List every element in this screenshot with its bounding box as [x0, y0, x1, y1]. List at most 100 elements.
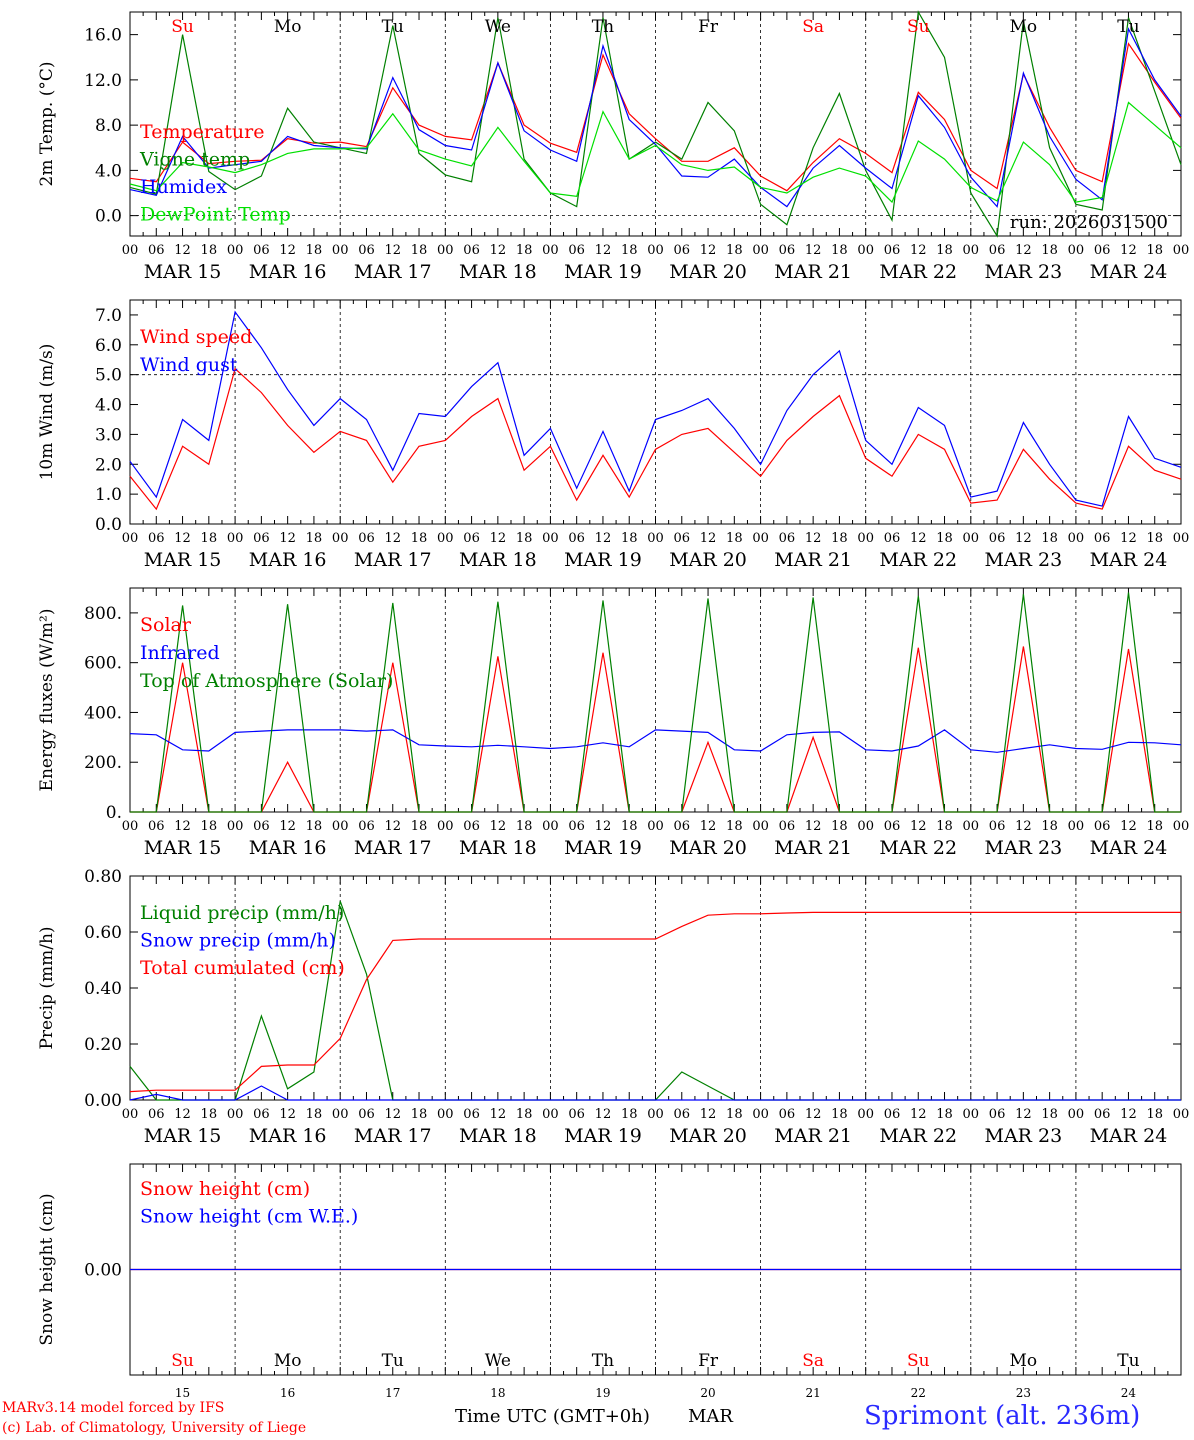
day-date-label: MAR 23: [984, 837, 1062, 859]
y-tick-label: 3.0: [95, 425, 122, 445]
hour-tick-label: 06: [568, 243, 585, 258]
hour-tick-label: 06: [1094, 819, 1111, 834]
hour-tick-label: 00: [122, 819, 139, 834]
day-date-label: MAR 21: [774, 549, 852, 571]
hour-tick-label: 00: [1068, 243, 1085, 258]
day-date-label: MAR 16: [249, 837, 327, 859]
hour-tick-label: 18: [831, 243, 848, 258]
hour-tick-label: 00: [227, 531, 244, 546]
day-number-label: 21: [806, 1386, 821, 1400]
hour-tick-label: 12: [1120, 1107, 1137, 1122]
day-date-label: MAR 23: [984, 261, 1062, 283]
panel-frame: [129, 299, 1182, 525]
hour-tick-label: 12: [279, 1107, 296, 1122]
hour-tick-label: 18: [516, 243, 533, 258]
day-number-label: 15: [175, 1386, 190, 1400]
y-axis-title: Energy fluxes (W/m²): [37, 609, 57, 792]
hour-tick-label: 12: [279, 819, 296, 834]
day-date-label: MAR 24: [1090, 549, 1168, 571]
hour-tick-label: 00: [437, 243, 454, 258]
weekday-label: Tu: [382, 1351, 404, 1371]
hour-tick-label: 18: [1041, 819, 1058, 834]
hour-tick-label: 18: [1146, 243, 1163, 258]
hour-tick-label: 12: [384, 243, 401, 258]
y-tick-label: 0.80: [84, 867, 122, 887]
hour-tick-label: 00: [647, 243, 664, 258]
day-number-label: 18: [490, 1386, 505, 1400]
hour-tick-label: 18: [201, 1107, 218, 1122]
panel-frame: [129, 587, 1182, 813]
series-line: [129, 10, 1182, 238]
hour-tick-label: 18: [936, 243, 953, 258]
hour-tick-label: 18: [1146, 819, 1163, 834]
station-label: Sprimont (alt. 236m): [864, 1401, 1141, 1431]
hour-tick-label: 06: [989, 1107, 1006, 1122]
hour-tick-label: 12: [805, 1107, 822, 1122]
weekday-label: Fr: [698, 1351, 719, 1371]
day-date-label: MAR 15: [144, 549, 222, 571]
hour-tick-label: 06: [568, 531, 585, 546]
hour-tick-label: 00: [1173, 531, 1190, 546]
credit-line-1: MARv3.14 model forced by IFS: [2, 1400, 225, 1416]
y-tick-label: 5.0: [95, 366, 122, 386]
hour-tick-label: 06: [674, 531, 691, 546]
hour-tick-label: 06: [463, 243, 480, 258]
hour-tick-label: 06: [568, 1107, 585, 1122]
hour-tick-label: 18: [411, 531, 428, 546]
hour-tick-label: 06: [1094, 243, 1111, 258]
hour-tick-label: 12: [490, 819, 507, 834]
hour-tick-label: 00: [752, 1107, 769, 1122]
y-tick-label: 800.: [84, 604, 122, 624]
hour-tick-label: 12: [700, 1107, 717, 1122]
day-date-label: MAR 16: [249, 1125, 327, 1147]
hour-tick-label: 00: [332, 531, 349, 546]
legend-entry: Liquid precip (mm/h): [140, 902, 344, 924]
hour-tick-label: 00: [1173, 243, 1190, 258]
weekday-label: Mo: [274, 1351, 302, 1371]
legend-entry: Humidex: [140, 176, 227, 198]
hour-tick-label: 18: [936, 1107, 953, 1122]
hour-tick-label: 00: [437, 1107, 454, 1122]
hour-tick-label: 12: [805, 531, 822, 546]
hour-tick-label: 18: [621, 531, 638, 546]
hour-tick-label: 00: [122, 531, 139, 546]
day-date-label: MAR 21: [774, 1125, 852, 1147]
weekday-label: Su: [907, 1351, 930, 1371]
hour-tick-label: 12: [174, 243, 191, 258]
hour-tick-label: 18: [201, 819, 218, 834]
hour-tick-label: 06: [779, 819, 796, 834]
day-date-label: MAR 24: [1090, 1125, 1168, 1147]
hour-tick-label: 18: [1041, 531, 1058, 546]
run-label: run: 2026031500: [1010, 212, 1168, 233]
y-tick-label: 0.00: [84, 1261, 122, 1281]
hour-tick-label: 18: [201, 531, 218, 546]
y-tick-label: 0.20: [84, 1035, 122, 1055]
x-axis-month: MAR: [688, 1406, 733, 1427]
hour-tick-label: 18: [306, 243, 323, 258]
y-tick-label: 0.00: [84, 1091, 122, 1111]
y-axis-title: Snow height (cm): [37, 1193, 57, 1345]
legend-entry: Vigne temp: [139, 149, 250, 171]
hour-tick-label: 12: [910, 1107, 927, 1122]
series-line: [129, 729, 1182, 753]
day-date-label: MAR 21: [774, 261, 852, 283]
hour-tick-label: 12: [805, 819, 822, 834]
weekday-label: Fr: [698, 17, 719, 37]
y-tick-label: 400.: [84, 703, 122, 723]
hour-tick-label: 18: [726, 243, 743, 258]
hour-tick-label: 06: [358, 1107, 375, 1122]
hour-tick-label: 18: [516, 1107, 533, 1122]
series-line: [130, 592, 1181, 813]
hour-tick-label: 00: [1068, 819, 1085, 834]
series-line: [129, 27, 1182, 208]
day-date-label: MAR 22: [879, 837, 957, 859]
hour-tick-label: 12: [174, 1107, 191, 1122]
hour-tick-label: 18: [306, 819, 323, 834]
hour-tick-label: 00: [963, 243, 980, 258]
weekday-label: Sa: [802, 1351, 824, 1371]
hour-tick-label: 12: [490, 1107, 507, 1122]
hour-tick-label: 06: [148, 531, 165, 546]
hour-tick-label: 18: [831, 531, 848, 546]
hour-tick-label: 06: [148, 243, 165, 258]
hour-tick-label: 00: [857, 1107, 874, 1122]
